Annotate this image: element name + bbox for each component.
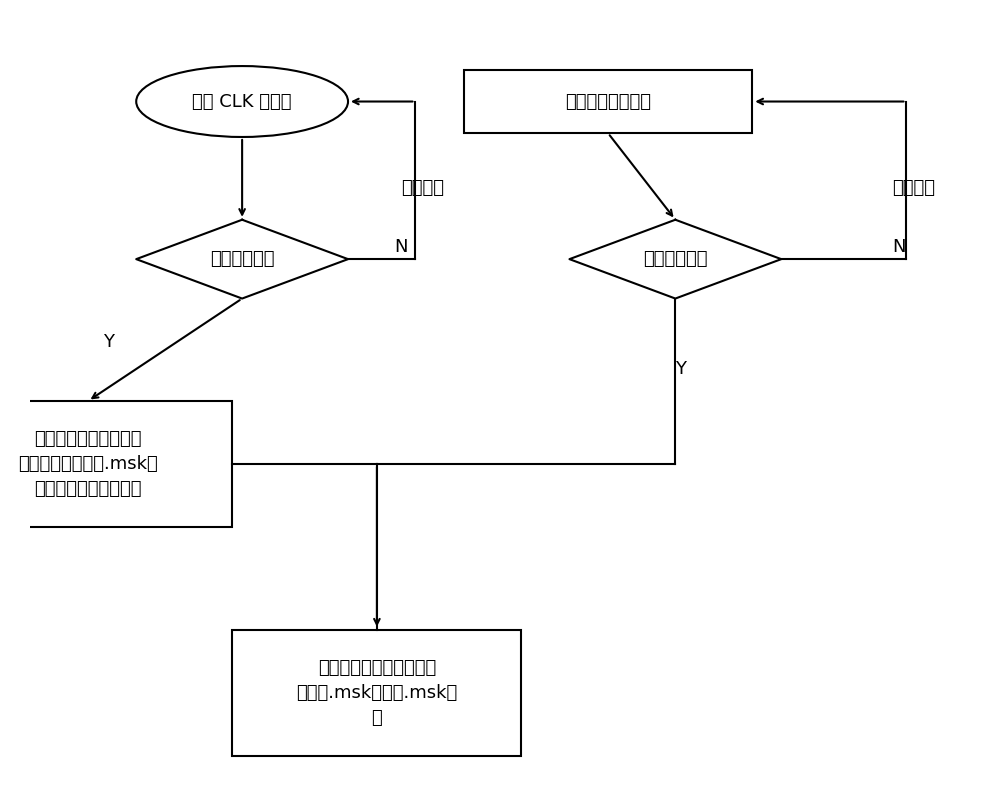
Text: 根据公式计算得到所需
数值，并生成符合.msk文
件中需要填写的字符串: 根据公式计算得到所需 数值，并生成符合.msk文 件中需要填写的字符串 bbox=[18, 430, 158, 498]
Text: 输入 CLK 周期值: 输入 CLK 周期值 bbox=[192, 92, 292, 111]
Text: N: N bbox=[892, 238, 905, 257]
Text: N: N bbox=[394, 238, 408, 257]
Text: 输入是否正确: 输入是否正确 bbox=[643, 250, 708, 268]
Text: 输入是否正确: 输入是否正确 bbox=[210, 250, 274, 268]
Text: 气泡提示: 气泡提示 bbox=[892, 179, 935, 197]
Text: 气泡提示: 气泡提示 bbox=[401, 179, 444, 197]
Text: Y: Y bbox=[103, 333, 114, 351]
Text: 输入或选择文件名: 输入或选择文件名 bbox=[565, 92, 651, 111]
Text: Y: Y bbox=[675, 360, 686, 379]
Text: 将字符串写入文件，并添
加后缀.msk，生成.msk文
件: 将字符串写入文件，并添 加后缀.msk，生成.msk文 件 bbox=[296, 658, 458, 727]
